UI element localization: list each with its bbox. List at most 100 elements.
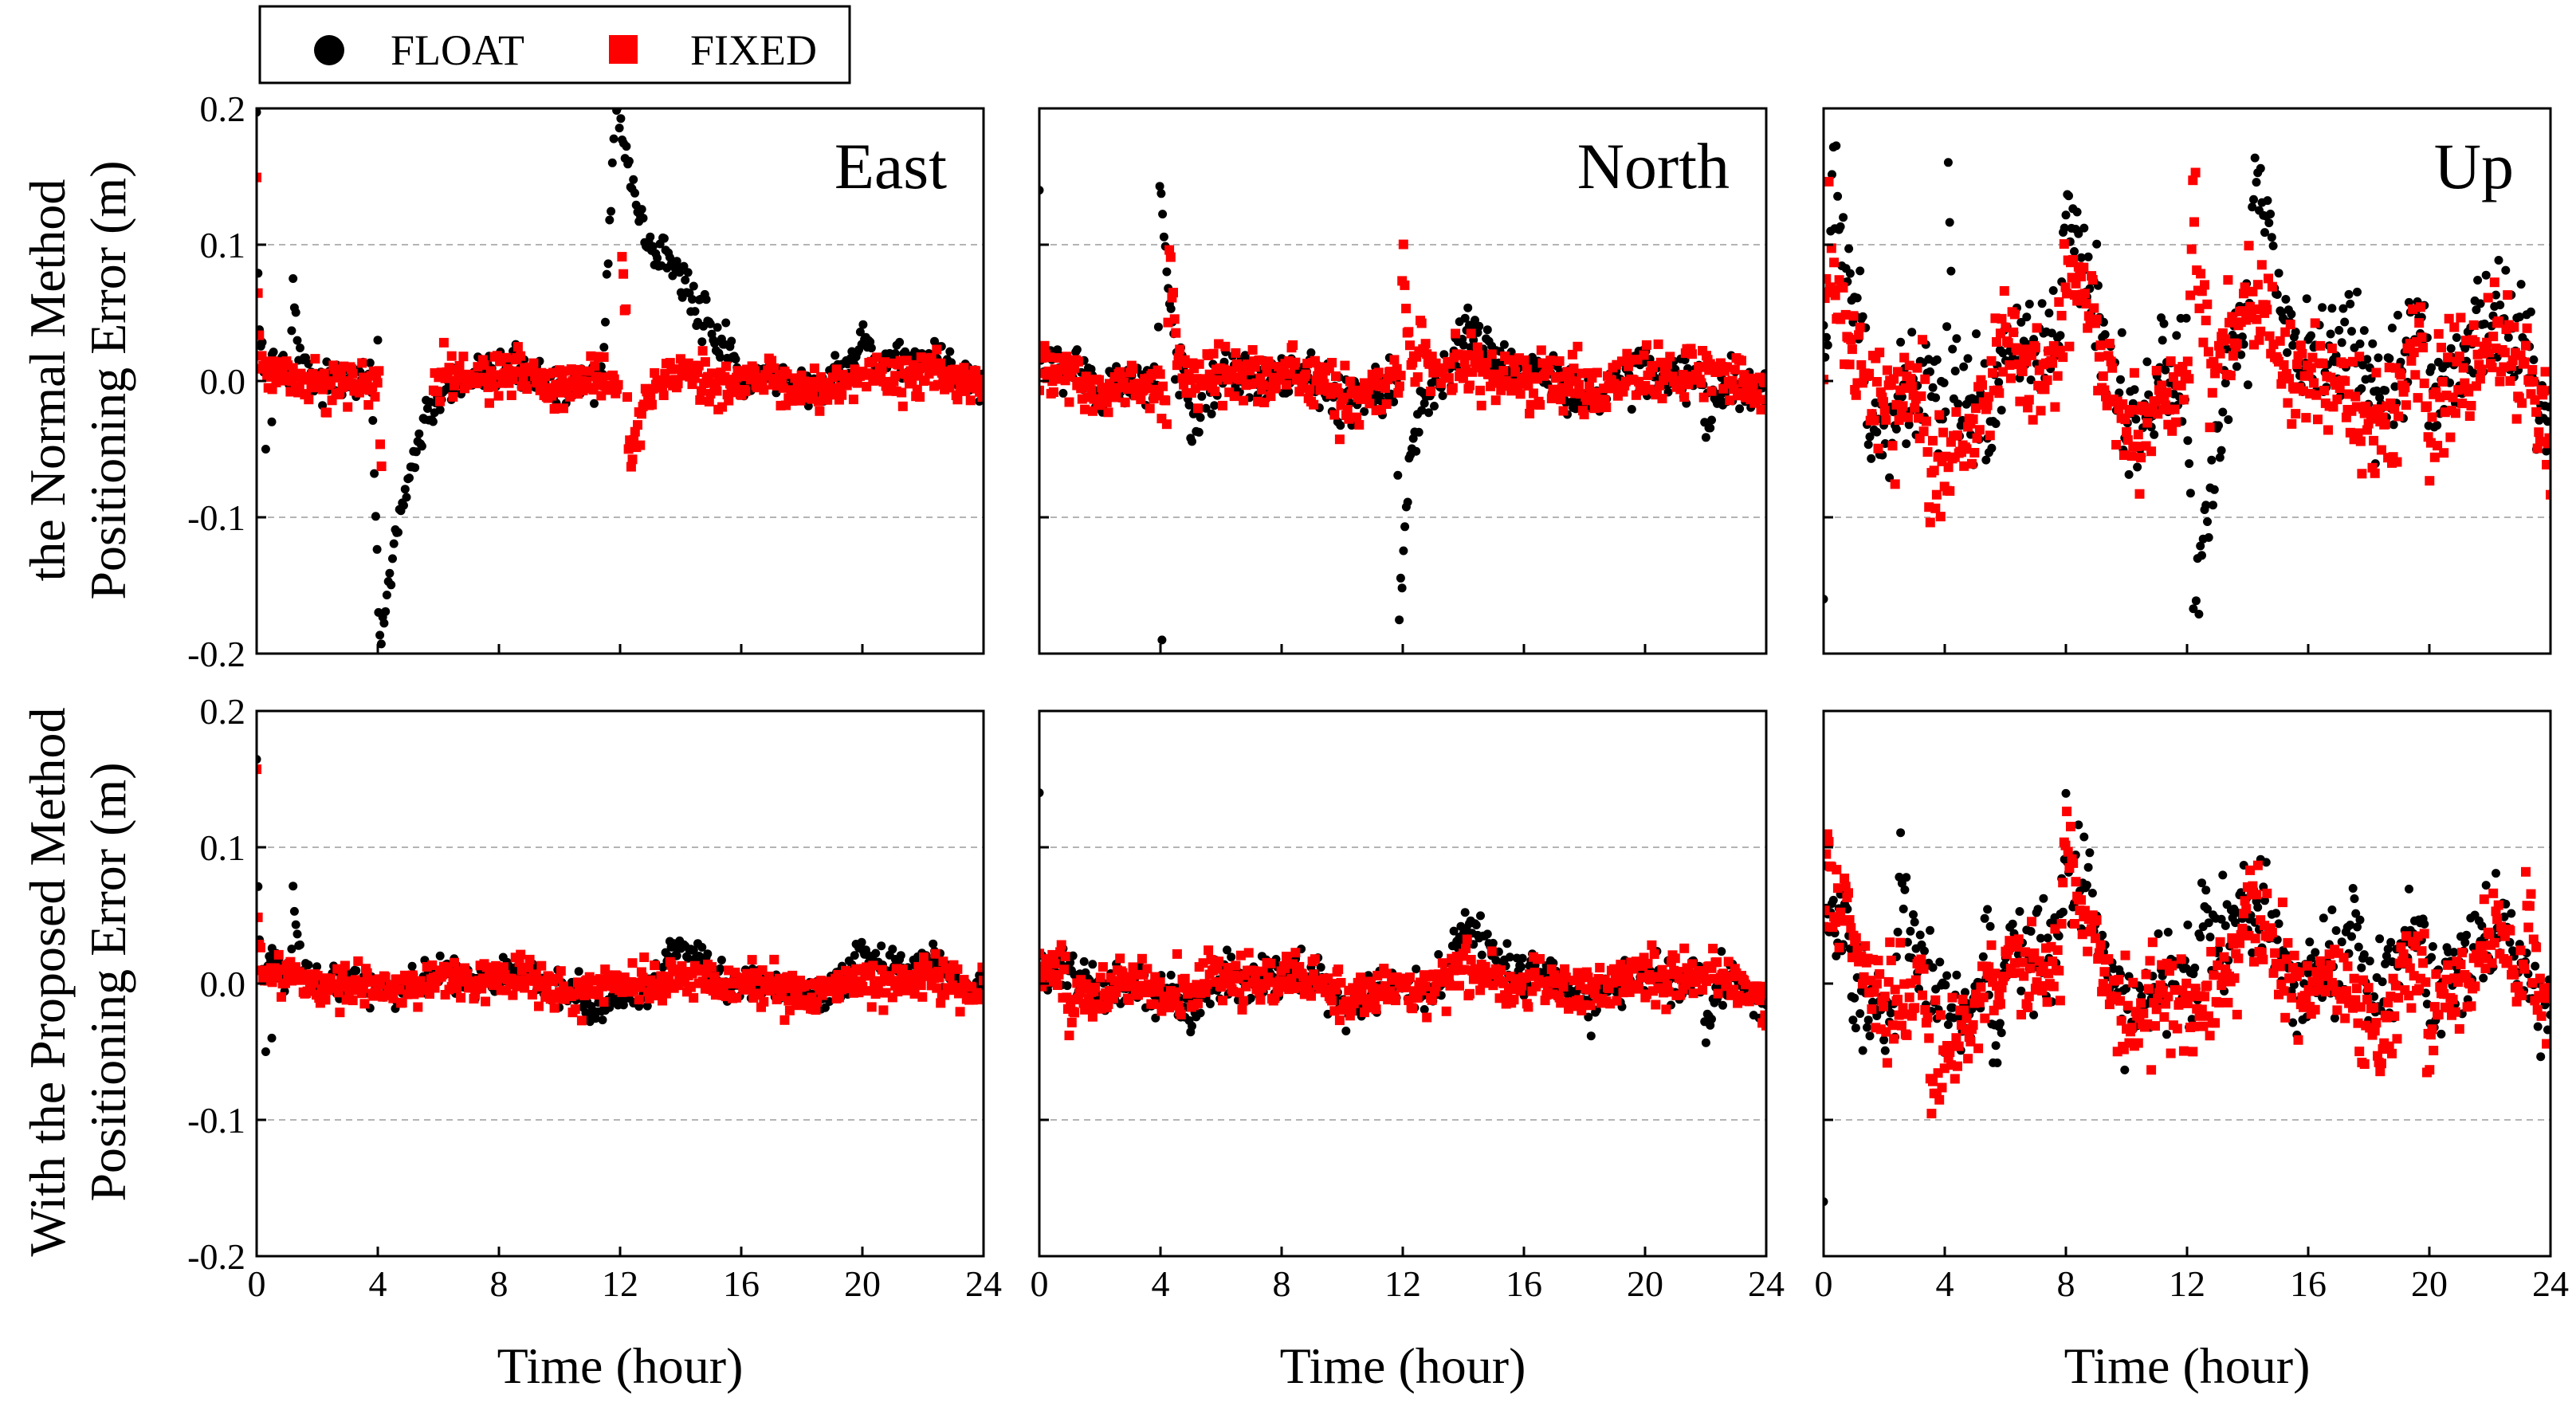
float-point [1627,405,1636,414]
fixed-point [456,992,466,1003]
float-point [1904,420,1914,430]
fixed-point [1879,397,1888,407]
fixed-point [2444,313,2454,324]
float-point [2079,223,2089,233]
float-point [1889,407,1899,417]
fixed-point [2005,373,2016,383]
float-point [428,417,438,426]
float-point [1153,322,1163,332]
fixed-point [1098,962,1108,972]
fixed-point [689,992,699,1003]
float-point [2022,312,2032,322]
float-point [653,253,662,263]
fixed-point [2376,445,2386,455]
fixed-point [1354,420,1365,430]
float-point [296,940,304,949]
fixed-point [1997,313,2007,324]
fixed-point [1264,359,1274,370]
fixed-point [1887,441,1898,451]
float-point [1896,337,1906,347]
float-point [388,554,397,564]
fixed-point [549,1003,560,1013]
float-point [2481,270,2491,280]
fixed-point [1086,385,1097,395]
float-point [1341,1027,1351,1035]
fixed-point [2280,327,2291,337]
float-point [2252,178,2261,187]
fixed-point [322,407,332,418]
float-point [2263,196,2272,206]
float-point [2189,604,2198,614]
fixed-point [2283,398,2293,408]
fixed-point [2354,352,2365,362]
fixed-point [2511,414,2522,424]
fixed-point [2009,327,2019,337]
fixed-point [2476,364,2487,375]
fixed-point [1212,375,1223,385]
fixed-point [2350,391,2361,402]
fixed-point [1639,350,1649,360]
fixed-point [2466,401,2476,410]
float-point [2291,328,2300,336]
float-point [1945,218,1954,227]
fixed-point [815,406,825,416]
fixed-point [1722,362,1733,372]
float-point [1865,432,1875,442]
fixed-point [2458,363,2468,373]
fixed-point [576,1015,587,1026]
float-point [1171,375,1180,384]
fixed-point [897,964,908,975]
float-point [2044,308,2054,318]
float-point [2267,233,2276,242]
float-point [683,953,693,963]
float-point [1196,413,1205,422]
fixed-point [1389,355,1400,365]
fixed-point [1443,373,1454,383]
fixed-point [913,961,924,972]
float-point [825,997,834,1006]
fixed-point [2415,302,2425,312]
fixed-point [1921,416,1931,426]
fixed-point [353,956,363,966]
fixed-point [809,363,819,374]
y-tick-label: 0.2 [200,88,246,129]
fixed-point [462,968,473,979]
float-point [1393,470,1403,480]
fixed-point [528,358,539,368]
fixed-point [2410,370,2421,380]
fixed-point [1977,380,1987,391]
float-point [855,328,865,336]
fixed-point [2081,299,2091,309]
fixed-point [2332,395,2342,405]
float-point [2207,455,2217,465]
fixed-point [537,380,548,391]
fixed-point [2166,356,2176,367]
float-point [607,206,616,216]
fixed-point [2001,322,2011,332]
float-point [689,281,698,291]
float-point [1196,1008,1205,1018]
float-point [1998,348,2008,358]
float-point [866,344,876,353]
fixed-point [2406,355,2417,366]
legend-float-marker [314,35,344,65]
fixed-point [257,172,261,183]
fixed-point [1906,374,1916,384]
fixed-point [634,995,644,1005]
float-point [2326,329,2335,339]
fixed-point [2059,239,2069,249]
float-point [1482,325,1492,335]
float-point [820,1003,830,1012]
fixed-point [448,391,458,402]
fixed-point [622,392,632,403]
fixed-point [541,984,552,995]
fixed-point [1567,349,1577,359]
fixed-point [2495,376,2505,387]
float-point [2185,489,2195,498]
fixed-point [2449,322,2460,332]
float-point [731,355,740,363]
float-point [1824,332,1831,342]
fixed-point [1498,366,1509,376]
fixed-point [1918,335,1927,345]
fixed-point [1573,341,1583,352]
